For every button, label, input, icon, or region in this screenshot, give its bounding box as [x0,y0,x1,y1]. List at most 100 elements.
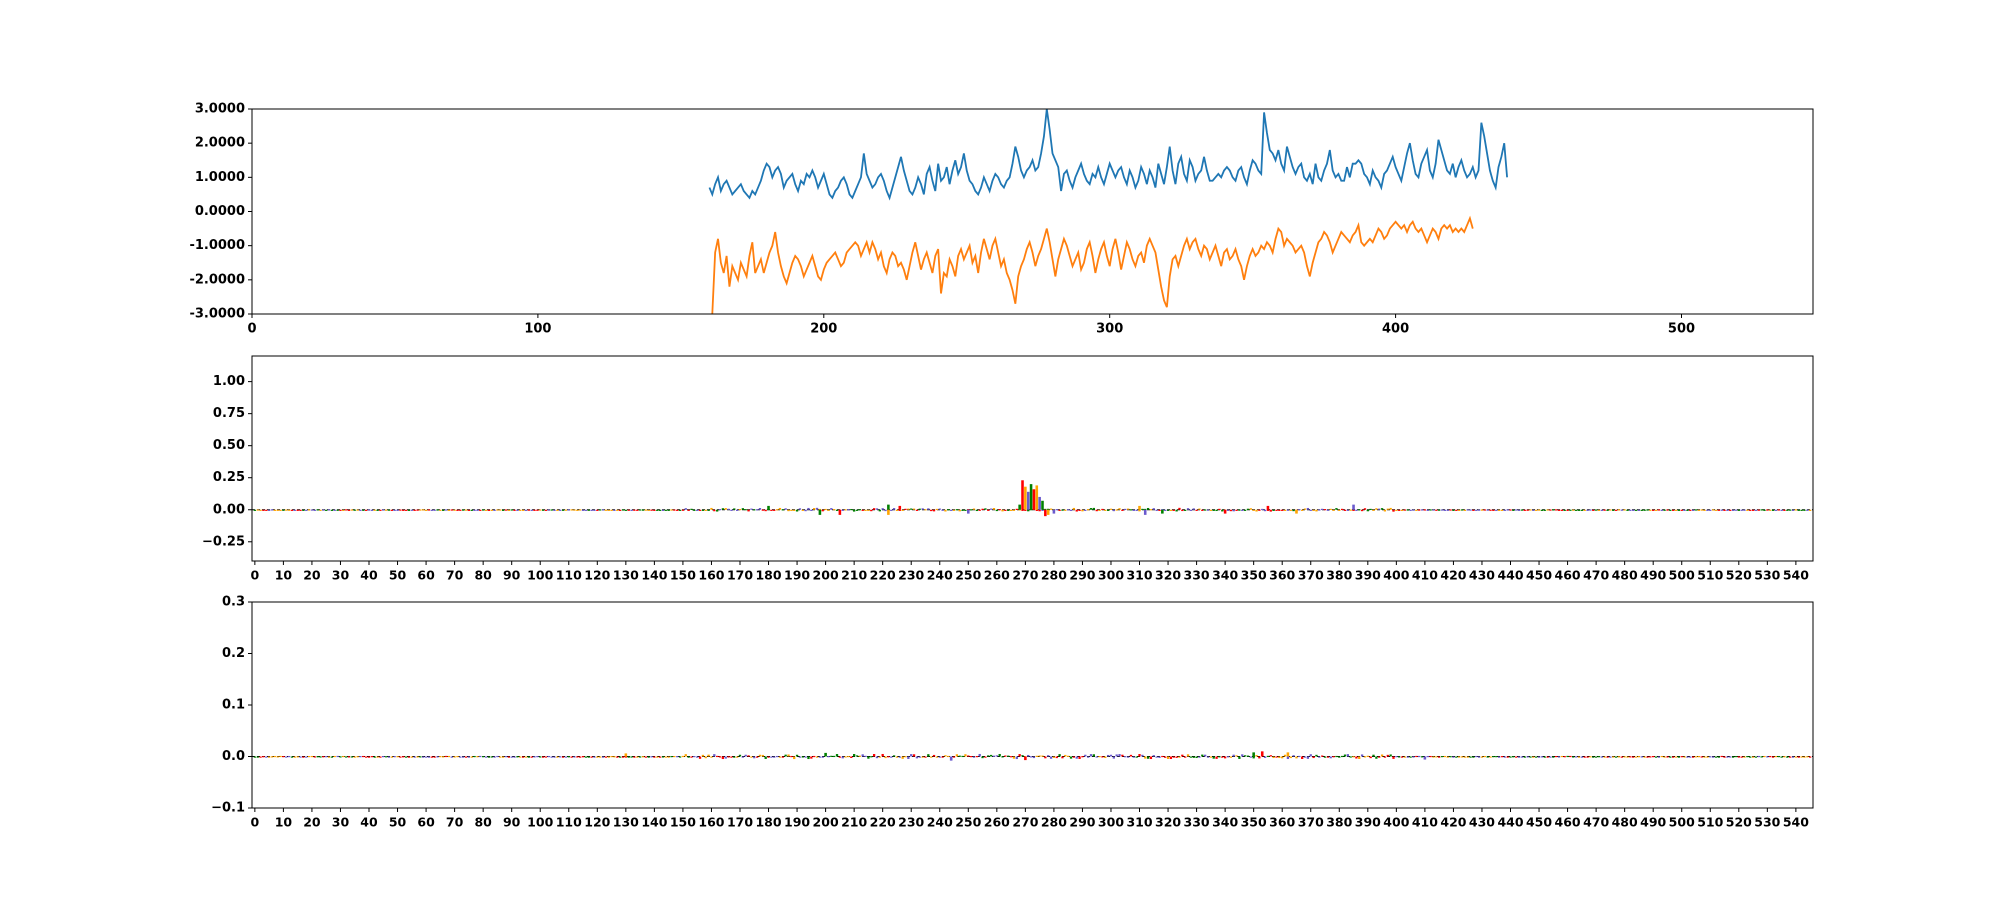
logo-mark [1152,755,1155,757]
logo-mark [872,754,876,757]
logo-mark [590,509,593,511]
logo-mark [1457,509,1461,511]
logo-mark [1064,509,1067,511]
logo-mark [1440,756,1444,758]
logo-mark [1766,756,1769,758]
logo-mark [1201,509,1204,511]
x-tick-label: 100 [527,815,553,830]
logo-mark [1198,508,1201,510]
logo-mark [1603,509,1606,511]
x-tick-label: 0 [247,322,256,337]
logo-mark [1383,509,1387,512]
logo-mark [670,509,673,511]
logo-mark [382,509,385,511]
x-tick-label: 50 [389,568,407,583]
logo-mark [1081,509,1084,512]
logo-mark [1466,509,1469,511]
logo-mark [1292,755,1295,757]
logo-mark [1503,756,1506,758]
y-tick-label: 0.2 [222,646,245,661]
logo-mark [1206,509,1210,511]
logo-peak [1052,509,1056,514]
logo-mark [459,756,462,758]
logo-mark [444,509,448,511]
logo-mark [1241,754,1244,757]
logo-mark [1263,756,1267,758]
logo-mark [1241,509,1244,511]
logo-mark [1643,509,1646,511]
logo-mark [350,509,354,511]
logo-mark [1734,509,1738,511]
logo-mark [550,756,553,758]
logo-mark [416,509,419,511]
logo-mark [459,509,462,511]
logo-mark [1369,756,1372,759]
logo-mark [464,509,468,511]
logo-mark [1087,756,1090,758]
logo-mark [1292,509,1295,512]
logo-mark [1774,509,1778,511]
logo-mark [1495,509,1498,511]
logo-mark [947,509,950,511]
x-tick-label: 540 [1783,568,1809,583]
logo-mark [1555,756,1558,758]
logo-mark [1403,756,1407,758]
logo-mark [342,755,345,758]
logo-mark [978,753,981,757]
logo-mark [872,508,876,510]
logo-mark [1634,756,1638,758]
logo-mark [327,756,331,758]
logo-mark [1124,508,1127,511]
logo-mark [285,756,288,758]
logo-mark [1166,509,1170,511]
logo-mark [1540,756,1544,758]
logo-mark [975,509,978,512]
logo-mark [307,756,311,758]
logo-mark [1363,508,1367,510]
logo-mark [978,509,981,511]
logo-mark [1423,509,1427,511]
logo-mark [1532,756,1535,758]
logo-mark [601,509,605,511]
logo-mark [1398,756,1401,758]
logo-mark [1726,756,1729,758]
logo-mark [815,756,819,758]
logo-mark [684,508,687,510]
x-tick-label: 160 [698,815,724,830]
logo-mark [399,756,402,758]
logo-mark [1612,509,1615,511]
logo-mark [864,509,867,511]
logo-mark [975,756,978,758]
logo-mark [1563,756,1566,758]
logo-mark [1660,755,1663,758]
logo-mark [1475,755,1478,758]
x-tick-label: 430 [1469,815,1495,830]
logo-mark [367,756,371,758]
logo-mark [1743,756,1746,758]
logo-mark [359,756,362,758]
logo-mark [1435,509,1438,511]
logo-mark [1246,508,1250,510]
logo-mark [1018,754,1021,757]
logo-mark [1666,509,1669,511]
logo-mark [613,756,616,758]
logo-mark [1809,509,1812,511]
logo-mark [1680,509,1683,511]
logo-mark [1569,755,1572,758]
logo-mark [955,509,959,511]
logo-mark [1400,756,1404,758]
logo-mark [1052,756,1056,758]
logo-peak [1026,491,1030,510]
logo-mark [436,509,439,511]
logo-mark [947,755,950,758]
logo-mark [1289,756,1292,759]
logo-mark [1497,756,1501,758]
logo-mark [1184,756,1187,758]
logo-mark [941,756,944,758]
logo-mark [1512,509,1515,511]
logo-mark [833,755,836,758]
logo-mark [1506,756,1509,758]
logo-mark [1620,756,1623,758]
logo-mark [670,756,673,758]
logo-mark [718,756,722,758]
